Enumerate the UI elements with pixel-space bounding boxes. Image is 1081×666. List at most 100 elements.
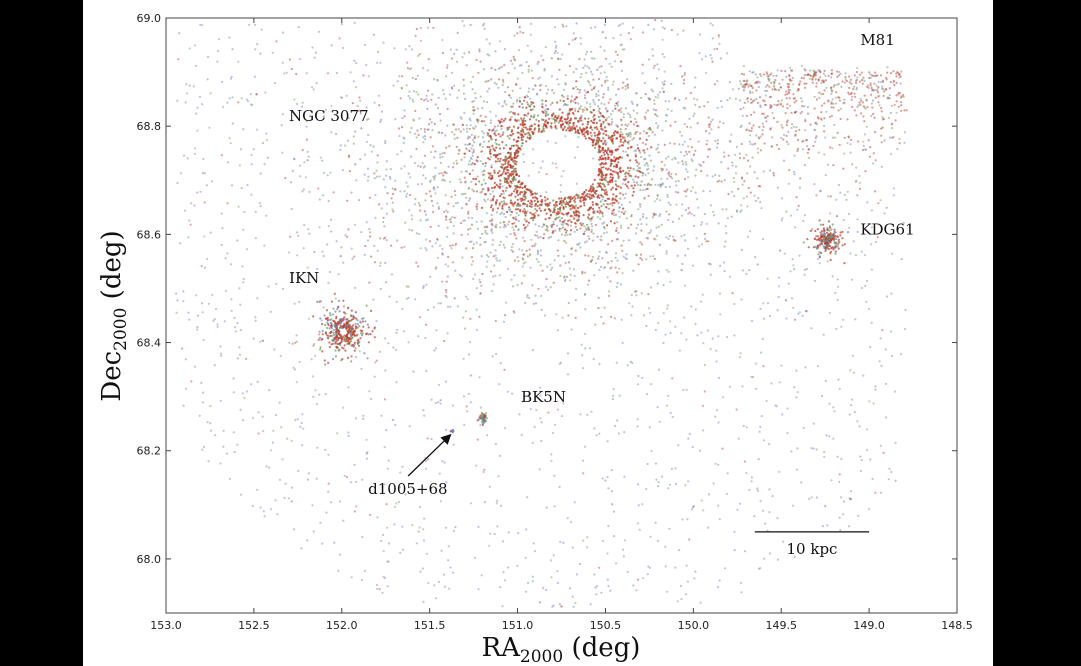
star-point [326, 72, 330, 75]
star-point [817, 116, 820, 119]
star-point [540, 200, 544, 204]
star-point [480, 206, 484, 209]
star-point [524, 210, 527, 213]
star-point [531, 580, 534, 583]
star-point [583, 241, 587, 244]
star-point [657, 96, 660, 99]
star-point [511, 203, 514, 206]
star-point [858, 80, 862, 83]
star-point [810, 327, 813, 330]
star-point [521, 249, 524, 252]
star-point [627, 226, 630, 229]
star-point [611, 173, 614, 176]
star-point [491, 209, 494, 212]
star-point [758, 137, 761, 140]
star-point [663, 55, 666, 59]
star-point [860, 286, 864, 290]
star-point [415, 147, 418, 151]
star-point [485, 80, 488, 83]
star-point [423, 414, 426, 417]
star-point [690, 190, 693, 193]
star-point [589, 185, 593, 188]
star-point [645, 138, 648, 141]
star-point [452, 224, 455, 227]
star-point [564, 261, 567, 265]
star-point [879, 199, 882, 202]
star-point [182, 300, 185, 303]
star-point [420, 98, 423, 101]
star-point [896, 147, 899, 151]
star-point [416, 129, 419, 132]
star-point [479, 60, 482, 63]
star-point [572, 124, 575, 127]
star-point [843, 152, 846, 155]
star-point [623, 48, 626, 51]
star-point [403, 190, 406, 193]
star-point [527, 393, 530, 396]
star-point [493, 181, 496, 184]
star-point [315, 112, 318, 115]
star-point [239, 493, 243, 496]
star-point [755, 80, 758, 84]
star-point [575, 96, 578, 99]
star-point [660, 177, 663, 180]
star-point [578, 126, 581, 129]
star-point [329, 171, 332, 174]
star-point [823, 455, 826, 458]
star-point [489, 251, 492, 254]
star-point [233, 451, 236, 454]
star-point [540, 439, 543, 443]
star-point [646, 237, 650, 240]
star-point [688, 211, 691, 214]
star-point [616, 221, 619, 224]
star-point [198, 95, 202, 98]
star-point [489, 121, 492, 124]
star-point [534, 203, 537, 206]
star-point [590, 222, 593, 225]
star-point [241, 392, 244, 395]
star-point [498, 383, 501, 386]
star-point [651, 131, 654, 134]
star-point [354, 130, 357, 133]
star-point [545, 126, 548, 129]
star-point [600, 154, 603, 157]
star-point [641, 376, 644, 379]
star-point [830, 479, 833, 482]
star-point [385, 503, 388, 506]
star-point [528, 125, 532, 128]
star-point [815, 135, 818, 138]
star-point [667, 171, 671, 174]
star-point [593, 274, 596, 277]
star-point [401, 465, 404, 468]
star-point [519, 197, 522, 200]
star-point [387, 342, 390, 345]
star-point [838, 473, 841, 476]
star-point [738, 152, 742, 155]
star-point [226, 202, 229, 205]
star-point [628, 174, 631, 177]
star-point [862, 148, 865, 152]
star-point [669, 411, 672, 415]
star-point [824, 174, 827, 177]
star-point [728, 81, 732, 84]
star-point [742, 106, 745, 109]
star-point [422, 174, 425, 177]
star-point [586, 413, 589, 416]
star-point [575, 209, 578, 212]
star-point [534, 242, 537, 245]
star-point [622, 212, 626, 215]
star-point [830, 106, 833, 109]
figure-panel [83, 0, 993, 666]
star-point [874, 240, 878, 244]
star-point [466, 143, 469, 146]
star-point [541, 198, 544, 202]
star-point [407, 94, 410, 98]
star-point [720, 99, 723, 103]
star-point [892, 194, 895, 197]
star-point [260, 28, 263, 31]
star-point [832, 106, 835, 109]
star-point [576, 88, 579, 91]
star-point [565, 229, 569, 232]
star-point [593, 427, 596, 430]
star-point [613, 214, 616, 217]
